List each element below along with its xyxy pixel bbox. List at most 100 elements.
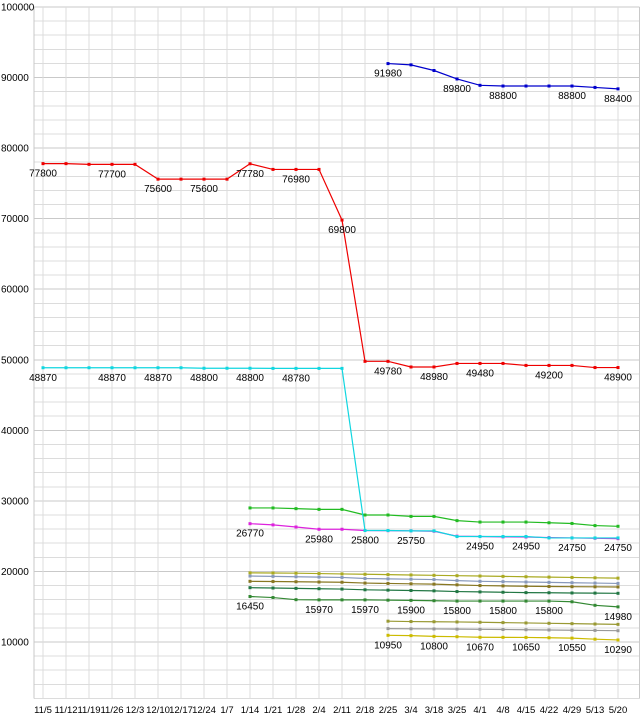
grid bbox=[33, 6, 640, 699]
data-point bbox=[616, 581, 620, 585]
data-point bbox=[455, 519, 459, 523]
data-point bbox=[294, 366, 298, 370]
data-point bbox=[386, 581, 390, 585]
data-point bbox=[547, 628, 551, 632]
x-tick-label: 4/15 bbox=[517, 705, 536, 716]
x-tick-label: 2/25 bbox=[379, 705, 398, 716]
point-label: 24750 bbox=[558, 543, 586, 554]
data-point bbox=[340, 507, 344, 511]
point-label: 16450 bbox=[236, 601, 264, 612]
data-point bbox=[616, 524, 620, 528]
x-tick-label: 4/22 bbox=[540, 705, 559, 716]
data-point bbox=[386, 359, 390, 363]
point-label: 24950 bbox=[466, 542, 494, 553]
series-gray bbox=[386, 627, 620, 633]
data-point bbox=[386, 573, 390, 577]
data-point bbox=[271, 571, 275, 575]
data-point bbox=[248, 506, 252, 510]
data-point bbox=[110, 162, 114, 166]
data-point bbox=[409, 627, 413, 631]
point-label: 15800 bbox=[489, 606, 517, 617]
point-label: 15970 bbox=[351, 605, 379, 616]
data-point bbox=[340, 580, 344, 584]
data-point bbox=[432, 514, 436, 518]
point-label: 77800 bbox=[29, 169, 57, 180]
x-tick-label: 2/11 bbox=[333, 705, 351, 716]
data-point bbox=[455, 574, 459, 578]
data-point bbox=[409, 582, 413, 586]
data-point bbox=[570, 591, 574, 595]
data-point bbox=[432, 365, 436, 369]
data-point bbox=[248, 522, 252, 526]
data-point bbox=[271, 523, 275, 527]
data-point bbox=[409, 620, 413, 624]
data-point bbox=[524, 621, 528, 625]
data-point bbox=[386, 598, 390, 602]
point-label: 10670 bbox=[466, 642, 494, 653]
data-point bbox=[432, 634, 436, 638]
data-point bbox=[271, 574, 275, 578]
data-point bbox=[294, 575, 298, 579]
data-point bbox=[156, 177, 160, 181]
data-point bbox=[363, 359, 367, 363]
data-point bbox=[501, 599, 505, 603]
series-green bbox=[248, 506, 620, 528]
point-label: 25750 bbox=[397, 536, 425, 547]
data-point bbox=[294, 580, 298, 584]
data-point bbox=[386, 62, 390, 66]
data-point bbox=[455, 361, 459, 365]
data-point bbox=[386, 633, 390, 637]
data-point bbox=[225, 177, 229, 181]
y-tick-label: 30000 bbox=[1, 496, 29, 507]
data-point bbox=[478, 361, 482, 365]
series-cyan bbox=[41, 366, 620, 540]
data-point bbox=[248, 571, 252, 575]
data-point bbox=[317, 580, 321, 584]
data-point bbox=[593, 637, 597, 641]
x-tick-label: 4/29 bbox=[563, 705, 582, 716]
data-point bbox=[363, 572, 367, 576]
data-point bbox=[455, 579, 459, 583]
data-point bbox=[363, 598, 367, 602]
data-point bbox=[432, 627, 436, 631]
data-point bbox=[340, 598, 344, 602]
y-tick-label: 100000 bbox=[1, 3, 35, 14]
data-point bbox=[547, 521, 551, 525]
data-point bbox=[202, 177, 206, 181]
data-point bbox=[317, 587, 321, 591]
data-point bbox=[501, 584, 505, 588]
data-point bbox=[593, 585, 597, 589]
x-tick-label: 1/28 bbox=[287, 705, 306, 716]
x-tick-label: 12/3 bbox=[126, 705, 145, 716]
data-point bbox=[409, 529, 413, 533]
data-point bbox=[271, 596, 275, 600]
data-point bbox=[363, 513, 367, 517]
data-point bbox=[524, 84, 528, 88]
data-point bbox=[593, 366, 597, 370]
data-point bbox=[570, 575, 574, 579]
series-slate bbox=[248, 574, 620, 585]
data-point bbox=[478, 520, 482, 524]
data-point bbox=[593, 603, 597, 607]
data-point bbox=[409, 573, 413, 577]
data-point bbox=[317, 527, 321, 531]
point-label: 25980 bbox=[305, 534, 333, 545]
series-line-red bbox=[43, 163, 618, 369]
data-point bbox=[202, 366, 206, 370]
data-point bbox=[340, 527, 344, 531]
data-point bbox=[340, 587, 344, 591]
point-label: 88400 bbox=[604, 94, 632, 105]
x-tick-label: 11/12 bbox=[54, 705, 77, 716]
series-dark-olive bbox=[248, 579, 620, 589]
y-tick-label: 60000 bbox=[1, 285, 29, 296]
x-tick-label: 3/4 bbox=[404, 705, 417, 716]
data-point bbox=[110, 366, 114, 370]
point-label: 15970 bbox=[305, 605, 333, 616]
point-label: 48870 bbox=[144, 373, 172, 384]
data-point bbox=[478, 83, 482, 87]
x-tick-label: 3/18 bbox=[425, 705, 444, 716]
point-label: 10950 bbox=[374, 640, 402, 651]
data-point bbox=[570, 585, 574, 589]
point-label: 88800 bbox=[558, 91, 586, 102]
